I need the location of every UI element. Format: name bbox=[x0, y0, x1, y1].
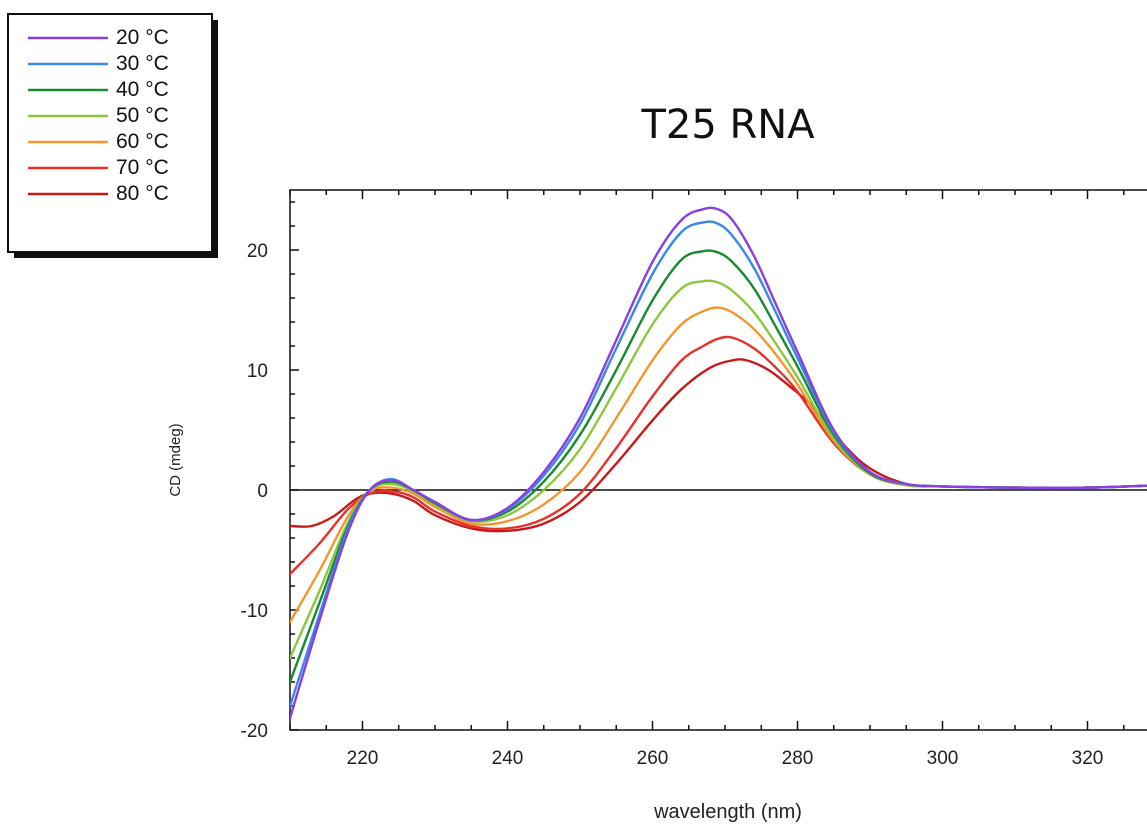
series-line-80C bbox=[290, 358, 1147, 533]
series-line-40C bbox=[290, 249, 1147, 684]
x-tick-label: 260 bbox=[637, 748, 669, 769]
axis-ticks bbox=[289, 190, 1125, 731]
y-tick-label: -20 bbox=[241, 721, 268, 742]
x-axis-title: wavelength (nm) bbox=[653, 801, 802, 823]
series-line-30C bbox=[290, 220, 1147, 708]
legend-box bbox=[7, 13, 213, 253]
legend-label: 50 °C bbox=[116, 104, 169, 127]
legend-entries: 20 °C 30 °C 40 °C 50 °C 60 °C 70 °C 80 °C bbox=[28, 26, 169, 205]
series-group bbox=[290, 206, 1147, 720]
plot-frame bbox=[289, 189, 1147, 731]
chart-title: T25 RNA bbox=[640, 102, 815, 148]
legend-label: 20 °C bbox=[116, 26, 169, 49]
y-tick-label: -10 bbox=[241, 601, 268, 622]
x-tick-label: 280 bbox=[782, 748, 814, 769]
y-tick-label: 10 bbox=[247, 361, 268, 382]
y-axis-title: CD (mdeg) bbox=[167, 423, 184, 496]
series-line-50C bbox=[290, 279, 1147, 660]
x-tick-label: 220 bbox=[347, 748, 379, 769]
x-tick-label: 320 bbox=[1072, 748, 1104, 769]
x-tick-label: 240 bbox=[492, 748, 524, 769]
series-line-20C bbox=[290, 206, 1147, 720]
y-tick-label: 0 bbox=[257, 481, 268, 502]
series-line-60C bbox=[290, 306, 1147, 624]
axis-tick-labels: 220 240 260 280 300 320 -20 -10 0 10 20 bbox=[241, 241, 1104, 769]
legend-label: 60 °C bbox=[116, 130, 169, 153]
series-line-70C bbox=[290, 335, 1147, 576]
legend-label: 30 °C bbox=[116, 52, 169, 75]
legend: 20 °C 30 °C 40 °C 50 °C 60 °C 70 °C 80 °C bbox=[7, 13, 218, 258]
y-tick-label: 20 bbox=[247, 241, 268, 262]
x-tick-label: 300 bbox=[927, 748, 959, 769]
legend-label: 70 °C bbox=[116, 156, 169, 179]
legend-label: 80 °C bbox=[116, 182, 169, 205]
legend-label: 40 °C bbox=[116, 78, 169, 101]
